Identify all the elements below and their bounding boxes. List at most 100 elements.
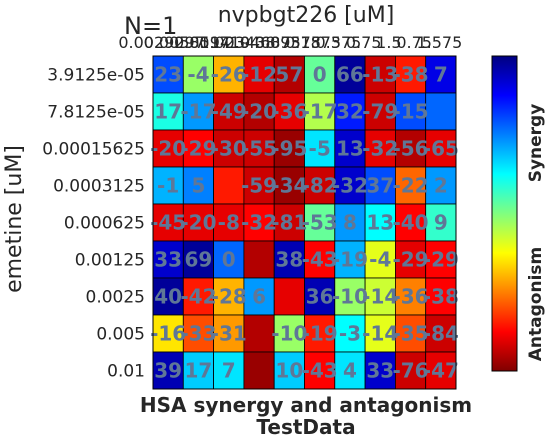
y-tick-labels: 3.9125e-05 7.8125e-05 0.00015625 0.0003125 0…	[42, 66, 145, 382]
cell-value-label-r3-c6: -32	[332, 174, 368, 198]
heatmap-cell-r4-c0	[152, 203, 184, 242]
heatmap-cell-r6-c0	[152, 277, 184, 316]
cell-value-label-r5-c6: -19	[332, 248, 368, 272]
cell-value-label-r7-c5: -19	[302, 322, 338, 346]
heatmap-cell-r1-c7	[364, 92, 396, 131]
heatmap-cell-r8-c3	[243, 351, 275, 390]
cell-value-label-r5-c7: -4	[369, 248, 391, 272]
cell-value-label-r4-c1: -20	[180, 211, 216, 235]
cell-value-label-r4-c5: -53	[302, 211, 338, 235]
heatmap-cell-r5-c5	[304, 240, 336, 279]
heatmap-cell-r7-c4	[273, 314, 305, 353]
cell-value-label-r8-c8: -76	[392, 359, 428, 383]
x-tick-label-9: 1.5	[376, 33, 401, 52]
cell-value-label-r3-c9: 2	[434, 174, 448, 198]
heatmap-cell-r3-c9	[425, 166, 457, 205]
heatmap-cell-r4-c2	[213, 203, 245, 242]
heatmap-cell-r2-c1	[182, 129, 215, 168]
y-tick-label-2: 0.00015625	[42, 140, 145, 160]
cell-value-label-r7-c1: -33	[180, 322, 216, 346]
heatmap-cell-r2-c4	[273, 129, 305, 168]
cell-value-label-r2-c3: -55	[241, 137, 277, 161]
cell-value-label-r1-c7: -79	[362, 100, 398, 124]
cell-value-label-r1-c6: 32	[336, 100, 364, 124]
heatmap-cell-r2-c2	[213, 129, 245, 168]
cell-value-label-r6-c0: 40	[154, 285, 182, 309]
heatmap-cell-r5-c6	[334, 240, 366, 279]
cell-value-label-r1-c8: -15	[392, 100, 428, 124]
heatmap-cell-r7-c0	[152, 314, 184, 353]
y-tick-label-5: 0.00125	[75, 251, 145, 271]
y-tick-label-1: 7.8125e-05	[47, 103, 145, 123]
cell-value-label-r6-c3: 6	[252, 285, 266, 309]
cell-value-label-r2-c8: -56	[392, 137, 428, 161]
cell-value-label-r5-c5: -43	[302, 248, 338, 272]
x-tick-label-7: 0.375	[315, 33, 361, 52]
heatmap-cell-r7-c3	[243, 314, 275, 353]
cell-value-label-r6-c6: -10	[332, 285, 368, 309]
heatmap-cell-r1-c4	[273, 92, 305, 131]
cell-value-label-r3-c5: -82	[302, 174, 338, 198]
heatmap-cells	[152, 55, 457, 390]
cell-value-label-r0-c5: 0	[313, 63, 327, 87]
heatmap-cell-r3-c2	[213, 166, 245, 205]
chart-title-line2: TestData	[256, 415, 355, 437]
cell-value-label-r0-c0: 23	[154, 63, 182, 87]
heatmap-cell-r8-c8	[394, 351, 427, 390]
cell-value-label-r4-c7: 13	[366, 211, 394, 235]
cell-value-label-r8-c0: 39	[154, 359, 182, 383]
cell-value-label-r5-c4: 38	[275, 248, 303, 272]
x-tick-label-11: 1.575	[416, 33, 462, 52]
plot-border	[152, 55, 457, 390]
cell-value-label-r1-c1: -17	[180, 100, 216, 124]
heatmap-cell-r1-c9	[425, 92, 457, 131]
cell-value-label-r2-c0: -20	[150, 137, 186, 161]
heatmap-cell-r6-c4	[273, 277, 305, 316]
cell-value-label-r4-c9: 9	[434, 211, 448, 235]
cell-value-label-r2-c2: -30	[211, 137, 247, 161]
heatmap-cell-r0-c1	[182, 55, 215, 94]
heatmap-cell-r0-c7	[364, 55, 396, 94]
x-tick-label-6: 0.1875	[285, 33, 341, 52]
cell-value-label-r7-c6: -3	[339, 322, 361, 346]
cell-value-label-r5-c8: -29	[392, 248, 428, 272]
heatmap-cell-r7-c8	[394, 314, 427, 353]
heatmap-cell-r0-c6	[334, 55, 366, 94]
cell-value-label-r8-c1: 17	[185, 359, 213, 383]
cell-value-label-r0-c6: 66	[336, 63, 364, 87]
heatmap-cell-r8-c7	[364, 351, 396, 390]
cell-value-label-r5-c2: 0	[222, 248, 236, 272]
cell-value-label-r0-c8: -38	[392, 63, 428, 87]
heatmap-cell-r8-c9	[425, 351, 457, 390]
y-tick-label-3: 0.0003125	[53, 177, 145, 197]
x-tick-label-8: 0.75	[346, 33, 382, 52]
y-tick-label-7: 0.005	[96, 325, 145, 345]
heatmap-cell-r5-c2	[213, 240, 245, 279]
heatmap-cell-r1-c3	[243, 92, 275, 131]
cell-value-label-r4-c0: -45	[150, 211, 186, 235]
heatmap-cell-r6-c2	[213, 277, 245, 316]
cell-value-label-r8-c5: -43	[302, 359, 338, 383]
heatmap-cell-r7-c9	[425, 314, 457, 353]
cell-value-label-r3-c3: -59	[241, 174, 277, 198]
cell-value-label-r3-c8: -22	[392, 174, 428, 198]
heatmap-cell-r5-c4	[273, 240, 305, 279]
cell-value-label-r8-c7: 33	[366, 359, 394, 383]
cell-value-label-r7-c9: -84	[423, 322, 459, 346]
cell-value-label-r0-c9: 7	[434, 63, 448, 87]
heatmap-cell-r2-c0	[152, 129, 184, 168]
x-tick-label-10: 0.75	[396, 33, 432, 52]
cell-value-label-r1-c2: -49	[211, 100, 247, 124]
cell-value-label-r3-c0: -1	[157, 174, 179, 198]
cell-value-label-r4-c4: -81	[271, 211, 307, 235]
heatmap-cell-r6-c7	[364, 277, 396, 316]
cell-value-label-r1-c4: -36	[271, 100, 307, 124]
cell-value-label-r2-c6: 13	[336, 137, 364, 161]
cell-value-label-r8-c9: -47	[423, 359, 459, 383]
cell-value-label-r2-c7: -32	[362, 137, 398, 161]
x-tick-label-4: 0.046875	[224, 33, 300, 52]
heatmap-cell-r3-c5	[304, 166, 336, 205]
cell-value-label-r6-c7: -14	[362, 285, 398, 309]
heatmap-cell-r3-c6	[334, 166, 366, 205]
heatmap-cell-r8-c5	[304, 351, 336, 390]
